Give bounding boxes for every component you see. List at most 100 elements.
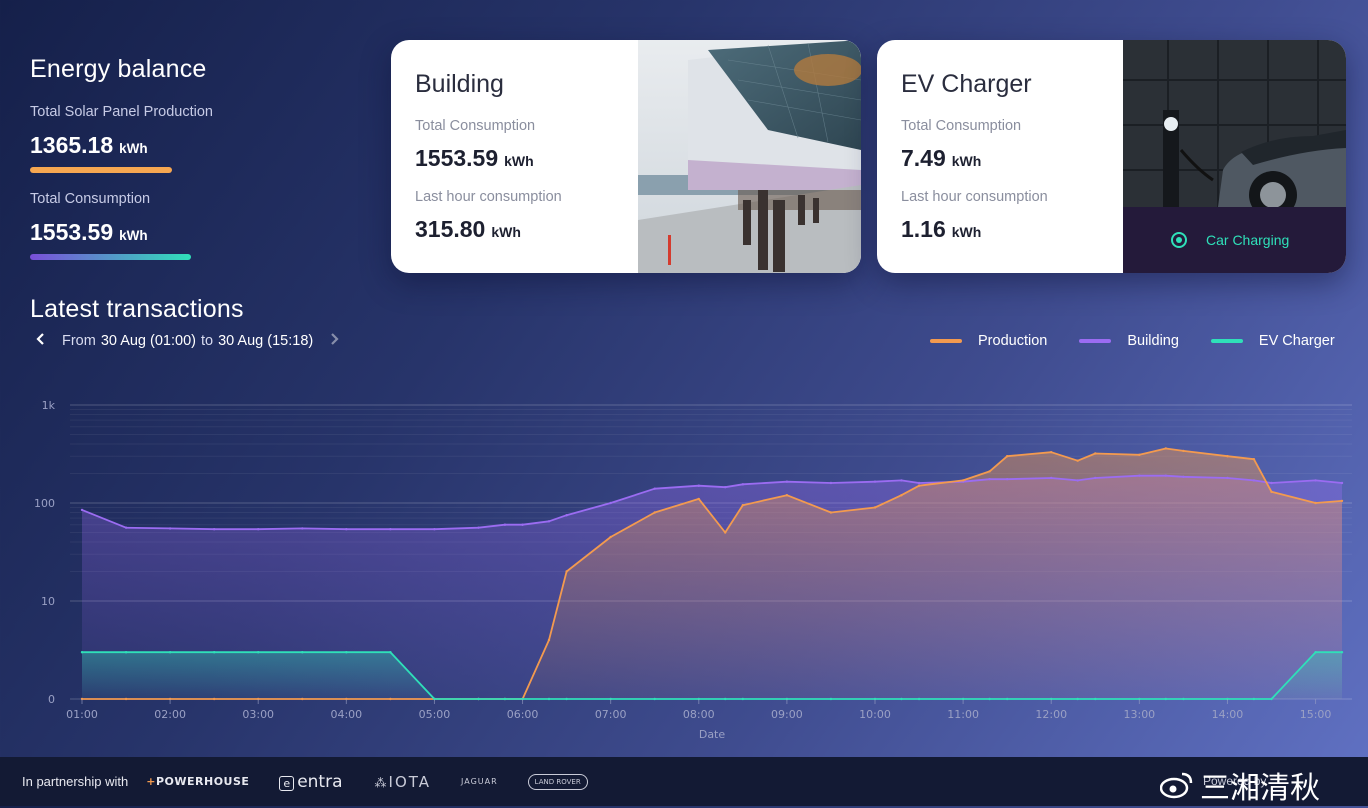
data-point	[1164, 447, 1167, 450]
building-total-label: Total Consumption	[415, 118, 536, 134]
data-point	[1164, 697, 1167, 701]
ev-total-number: 7.49	[901, 145, 946, 171]
data-point	[1005, 477, 1009, 481]
data-point	[257, 528, 260, 531]
data-point	[1094, 476, 1097, 480]
range-prefix: From	[62, 333, 96, 349]
data-point	[80, 697, 84, 701]
data-point	[301, 697, 304, 701]
range-to: 30 Aug (15:18)	[218, 333, 314, 349]
data-point	[1005, 697, 1009, 701]
data-point	[345, 697, 348, 701]
x-tick-label: 01:00	[66, 708, 98, 721]
data-point	[80, 651, 84, 654]
total-consumption-number: 1553.59	[30, 219, 114, 245]
data-point	[124, 526, 128, 529]
ev-car-image	[1123, 40, 1346, 219]
data-point	[477, 526, 480, 529]
data-point	[1138, 474, 1141, 477]
data-point	[1270, 481, 1273, 485]
data-point	[917, 481, 921, 485]
legend-label-building: Building	[1127, 333, 1179, 349]
jaguar-logo: JAGUAR	[461, 777, 498, 786]
data-point	[1252, 479, 1256, 482]
powerhouse-logo: +POWERHOUSE	[146, 775, 250, 788]
data-point	[212, 697, 216, 701]
legend-label-ev: EV Charger	[1258, 333, 1335, 349]
data-point	[168, 527, 172, 530]
data-point	[168, 651, 172, 654]
weibo-icon	[1159, 770, 1194, 800]
legend-swatch-production	[930, 339, 962, 343]
data-point	[433, 528, 436, 531]
data-point	[724, 485, 727, 489]
x-tick-label: 07:00	[595, 708, 627, 721]
legend-production[interactable]: Production	[930, 333, 1047, 349]
data-point	[1005, 455, 1009, 458]
data-point	[609, 535, 612, 539]
ev-charger-card[interactable]: EV Charger Total Consumption 7.49 kWh Las…	[877, 40, 1346, 273]
data-point	[1050, 697, 1053, 701]
data-point	[257, 697, 260, 701]
data-point	[741, 483, 745, 486]
building-hour-number: 315.80	[415, 216, 486, 242]
data-point	[389, 697, 392, 701]
watermark: 三湘清秋	[1159, 763, 1320, 807]
ev-hour-number: 1.16	[901, 216, 946, 242]
data-point	[1076, 697, 1079, 701]
data-point	[1226, 697, 1229, 701]
chart-legend: Production Building EV Charger	[930, 333, 1335, 349]
data-point	[1270, 490, 1273, 494]
x-tick-label: 03:00	[242, 708, 274, 721]
data-point	[565, 697, 568, 701]
building-card[interactable]: Building Total Consumption 1553.59 kWh La…	[391, 40, 861, 273]
ev-total-value: 7.49 kWh	[901, 145, 981, 172]
x-tick-label: 13:00	[1123, 708, 1155, 721]
data-point	[301, 527, 304, 530]
legend-ev-charger[interactable]: EV Charger	[1210, 333, 1335, 349]
data-point	[697, 497, 700, 501]
data-point	[433, 697, 436, 701]
data-point	[829, 697, 833, 701]
series-line-building[interactable]	[81, 474, 1343, 531]
x-tick-label: 14:00	[1212, 708, 1244, 721]
data-point	[873, 480, 877, 483]
data-point	[301, 651, 304, 654]
data-point	[1226, 455, 1229, 458]
chevron-right-icon[interactable]	[329, 332, 341, 350]
powerhouse-logo-text: POWERHOUSE	[155, 775, 250, 788]
data-point	[917, 484, 921, 487]
data-point	[1340, 499, 1344, 503]
data-point	[609, 501, 612, 505]
series-line-ev-charger[interactable]	[82, 651, 1342, 700]
series-line-production[interactable]	[82, 447, 1343, 700]
building-hour-unit: kWh	[491, 224, 521, 240]
data-point	[80, 508, 84, 512]
data-point	[724, 697, 727, 701]
chevron-left-icon[interactable]	[34, 332, 52, 350]
legend-building[interactable]: Building	[1079, 333, 1179, 349]
legend-label-production: Production	[978, 333, 1048, 349]
solar-production-label: Total Solar Panel Production	[30, 104, 213, 120]
range-mid: to	[200, 333, 214, 349]
land-rover-logo: LAND ROVER	[527, 773, 588, 790]
entra-logo-text: entra	[297, 771, 343, 792]
legend-swatch-building	[1079, 339, 1112, 343]
data-point	[257, 651, 260, 654]
data-point	[873, 697, 877, 701]
area-ev-charger	[82, 652, 1342, 699]
charging-status-label: Car Charging	[1206, 232, 1290, 248]
data-point	[1076, 459, 1079, 462]
data-point	[547, 520, 551, 523]
data-point	[345, 528, 348, 531]
ev-hour-value: 1.16 kWh	[901, 216, 981, 243]
building-total-unit: kWh	[504, 153, 534, 169]
data-point	[829, 511, 833, 514]
y-tick-label: 0	[48, 693, 55, 706]
entra-logo: e entra	[279, 771, 343, 792]
ev-total-label: Total Consumption	[901, 118, 1022, 134]
data-point	[521, 523, 524, 526]
ev-hour-label: Last hour consumption	[901, 189, 1048, 205]
data-point	[1252, 457, 1256, 461]
